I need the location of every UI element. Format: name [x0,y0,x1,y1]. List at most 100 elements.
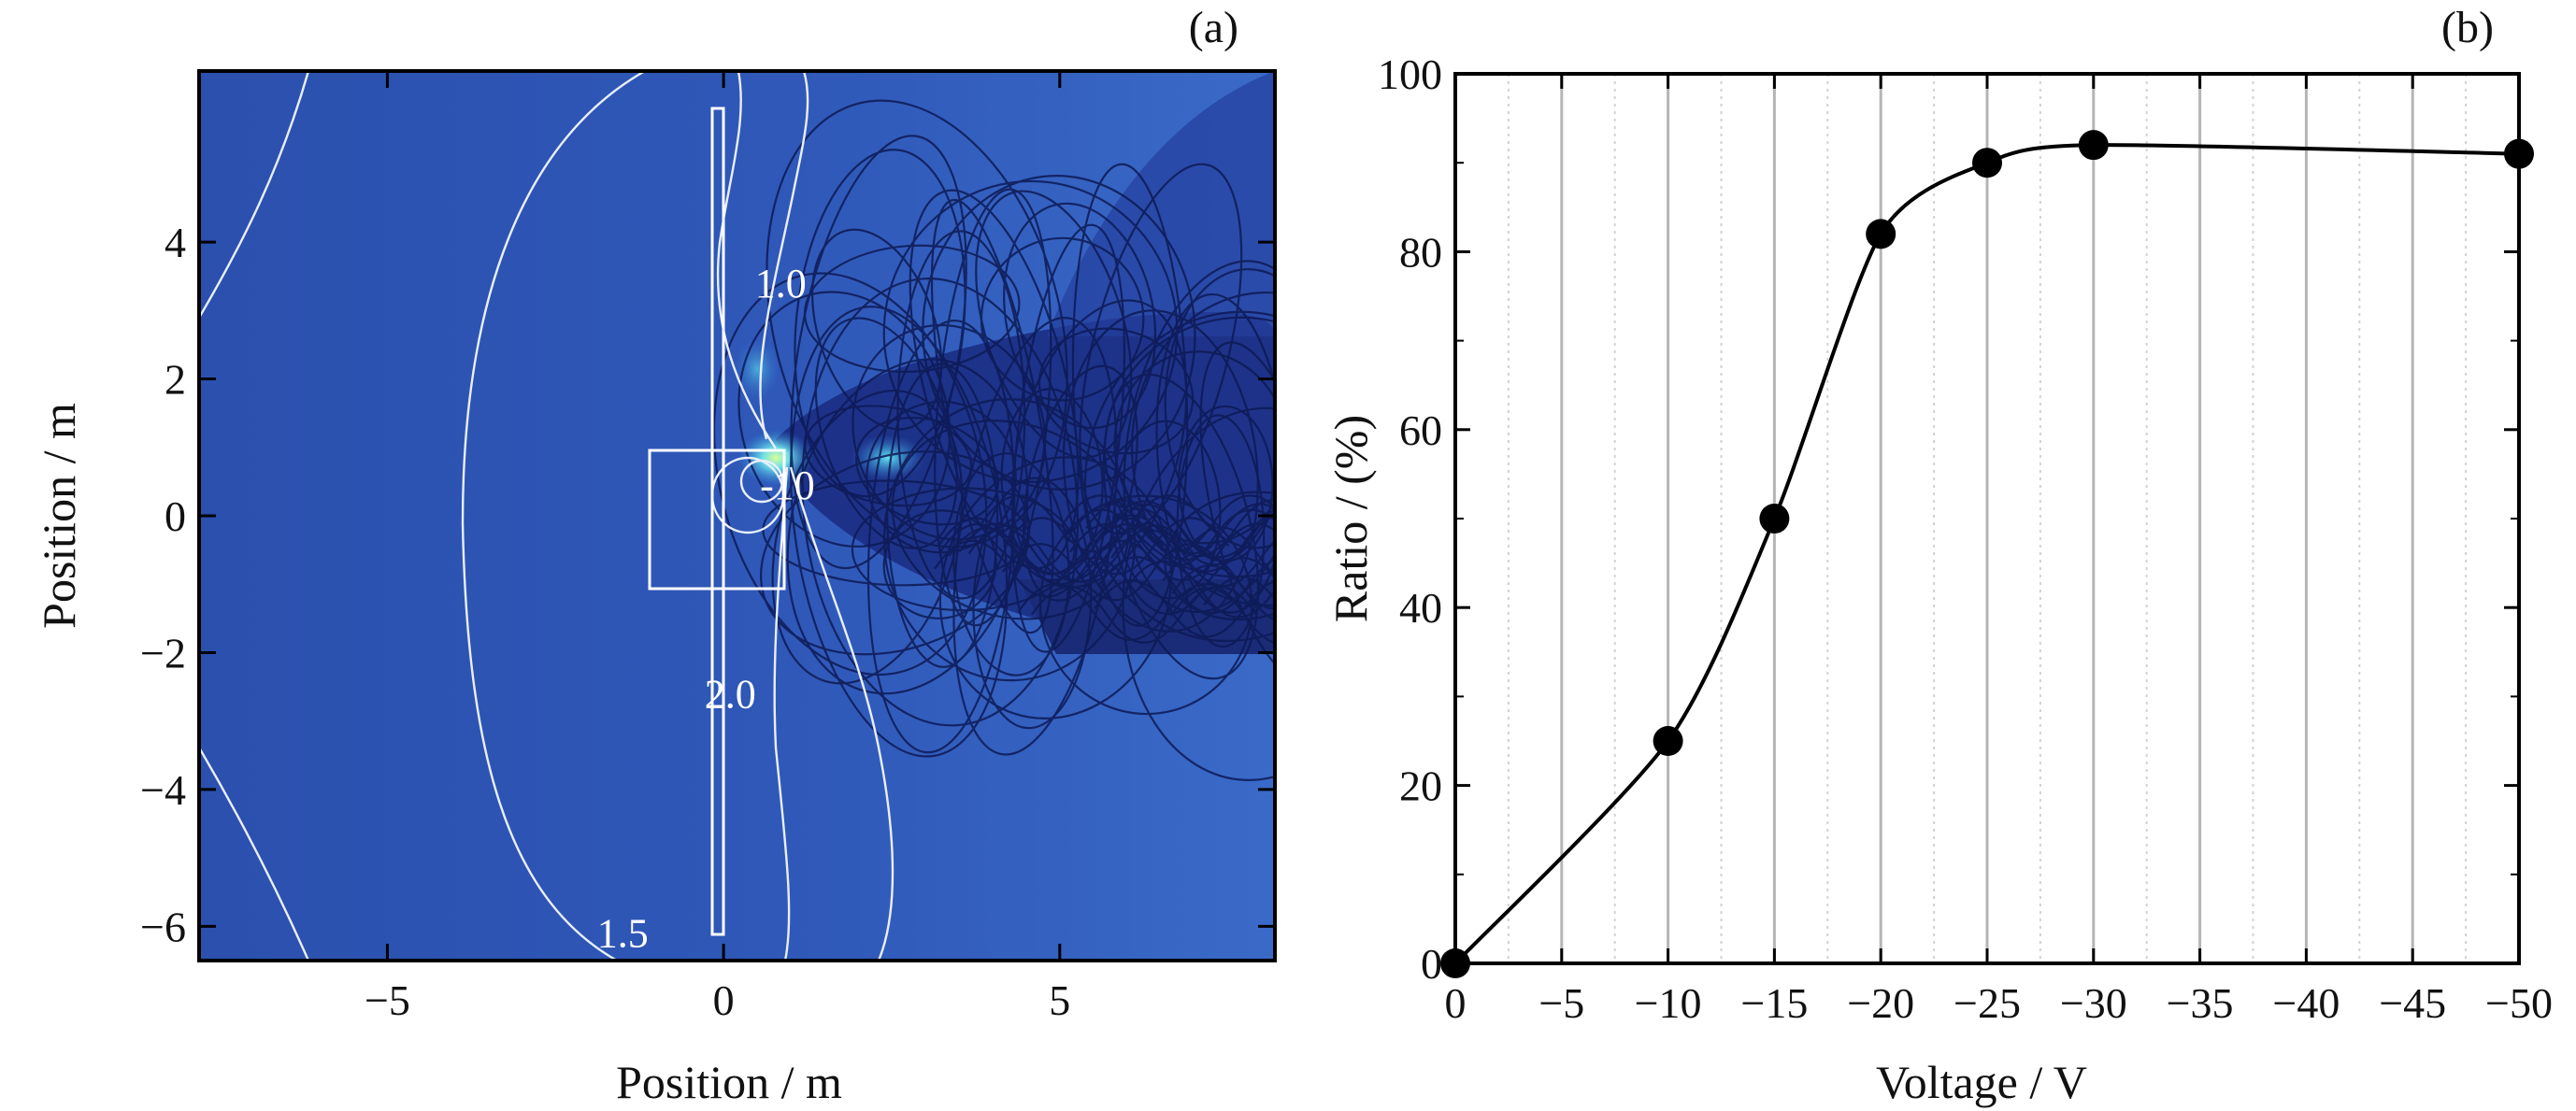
y-tick-label-b: 100 [1378,50,1442,98]
trajectory-loop [1062,494,1275,553]
trajectory-loop [967,524,1195,583]
trajectory-loop [1003,517,1230,576]
x-tick-label-b: −40 [2272,979,2340,1027]
contour-line [739,459,784,504]
trajectory-loop [1079,163,1243,535]
panel-label-b: (b) [2441,3,2494,52]
trajectory-loop [790,135,967,570]
trajectory-loop [937,517,1164,576]
trajectory-loop [814,317,958,549]
panel-b-line-chart: 0 −5 −10 −15 −20 −25 −30 −35 −40 −45 −50 0 20 40 60 80 1… [1324,3,2553,1108]
y-tick-label-a: 2 [165,356,186,404]
y-tick-label-a: 4 [165,219,186,266]
trajectory-loop [1199,341,1275,682]
ratio-data-point [2078,130,2109,161]
x-axis-title-b: Voltage / V [1876,1056,2087,1108]
y-axis-title-b: Ratio / (%) [1324,415,1377,622]
trajectory-loop [851,487,1076,612]
trajectory-loop [1071,503,1275,562]
contour-line [759,71,809,440]
y-tick-label-a: 0 [165,492,186,540]
trajectory-loop [1023,364,1138,602]
contour-label-3: 2.0 [705,671,756,717]
x-tick-label-b: −50 [2485,979,2553,1027]
field-map [199,71,1275,961]
x-tick-label-b: −45 [2379,979,2446,1027]
trajectory-loop [1010,223,1126,653]
spacecraft-structure [648,107,786,936]
trajectory-loop [934,188,1052,627]
contour-lines [199,71,894,961]
trajectory-loop [789,306,1009,758]
trajectory-loop [1169,587,1275,645]
trajectory-loop [1103,316,1275,578]
trajectory-loop [1164,268,1275,549]
trajectory-loop [1164,491,1275,621]
trajectory-loop [1083,310,1275,643]
y-tick-label-a: −6 [140,903,186,950]
trajectory-loop [972,477,1093,730]
y-tick-label-a: −4 [140,766,186,814]
ratio-data-point [1440,948,1470,978]
solar-array [710,107,725,936]
panel-label-a: (a) [1189,3,1238,52]
trajectory-loop [1203,576,1275,606]
contour-line [716,71,777,449]
y-tick-label-b: 0 [1421,940,1442,988]
plume-glow-upper [734,336,780,402]
trajectory-loop [934,539,1160,598]
ticks-b: 0 −5 −10 −15 −20 −25 −30 −35 −40 −45 −50 0 20 40 60 80 1… [1378,50,2553,1027]
x-tick-label-a: 5 [1049,976,1070,1024]
trajectory-loop [896,230,1026,600]
y-tick-label-b: 40 [1399,584,1442,632]
x-tick-label-b: −15 [1740,979,1808,1027]
contour-line [773,466,791,961]
contour-line [199,71,310,319]
plume-glow [738,430,813,486]
contour-line [461,71,646,961]
trajectory-loop [1098,556,1275,615]
trajectory-loop [980,494,1208,553]
trajectory-loop [975,190,1133,459]
ratio-data-point [2504,138,2534,169]
plume-glow-secondary [851,434,925,481]
contour-line [789,466,894,961]
contour-label-4: 1.5 [597,911,649,957]
trajectory-loop [1130,291,1275,607]
x-tick-label-b: −30 [2060,979,2127,1027]
trajectory-loop [1123,260,1275,614]
x-tick-label-b: −35 [2167,979,2234,1027]
ratio-data-point [1653,726,1683,756]
x-tick-label-b: −20 [1847,979,1914,1027]
trajectory-loop [980,236,1145,402]
spacecraft-body [648,449,786,591]
trajectory-loop [1155,292,1275,614]
x-tick-label-b: 0 [1445,979,1467,1027]
x-tick-label-b: −25 [1953,979,2021,1027]
trajectory-loop [938,522,1166,582]
x-tick-label-b: −10 [1635,979,1702,1027]
ratio-series [1440,130,2534,978]
y-tick-label-a: −2 [140,629,186,677]
panel-a-heatmap: −5 0 5 4 2 0 −2 −4 −6 1.0 -10 2.0 1.5 Position /… [33,3,1277,1108]
contour-label-1: 1.0 [755,261,807,306]
contour-line [199,747,310,961]
contour-label-2: -10 [760,463,815,508]
trajectory-loop [1017,582,1244,641]
x-tick-label-a: 0 [713,976,735,1024]
x-tick-label-a: −5 [365,976,410,1024]
ratio-data-point [1759,504,1790,534]
trajectory-loop [771,389,964,685]
trajectory-loop [891,420,1130,620]
y-tick-label-b: 20 [1399,762,1442,810]
ratio-data-point [1972,148,2002,178]
trajectory-loop [1038,494,1253,716]
grid-b [1507,74,2468,963]
x-tick-label-b: −5 [1538,979,1584,1027]
y-axis-title-a: Position / m [33,403,85,629]
y-tick-label-b: 80 [1399,228,1442,276]
trajectory-loop [1038,327,1195,455]
trajectory-loop [1062,309,1259,633]
ticks-a: −5 0 5 4 2 0 −2 −4 −6 [140,71,1275,1024]
